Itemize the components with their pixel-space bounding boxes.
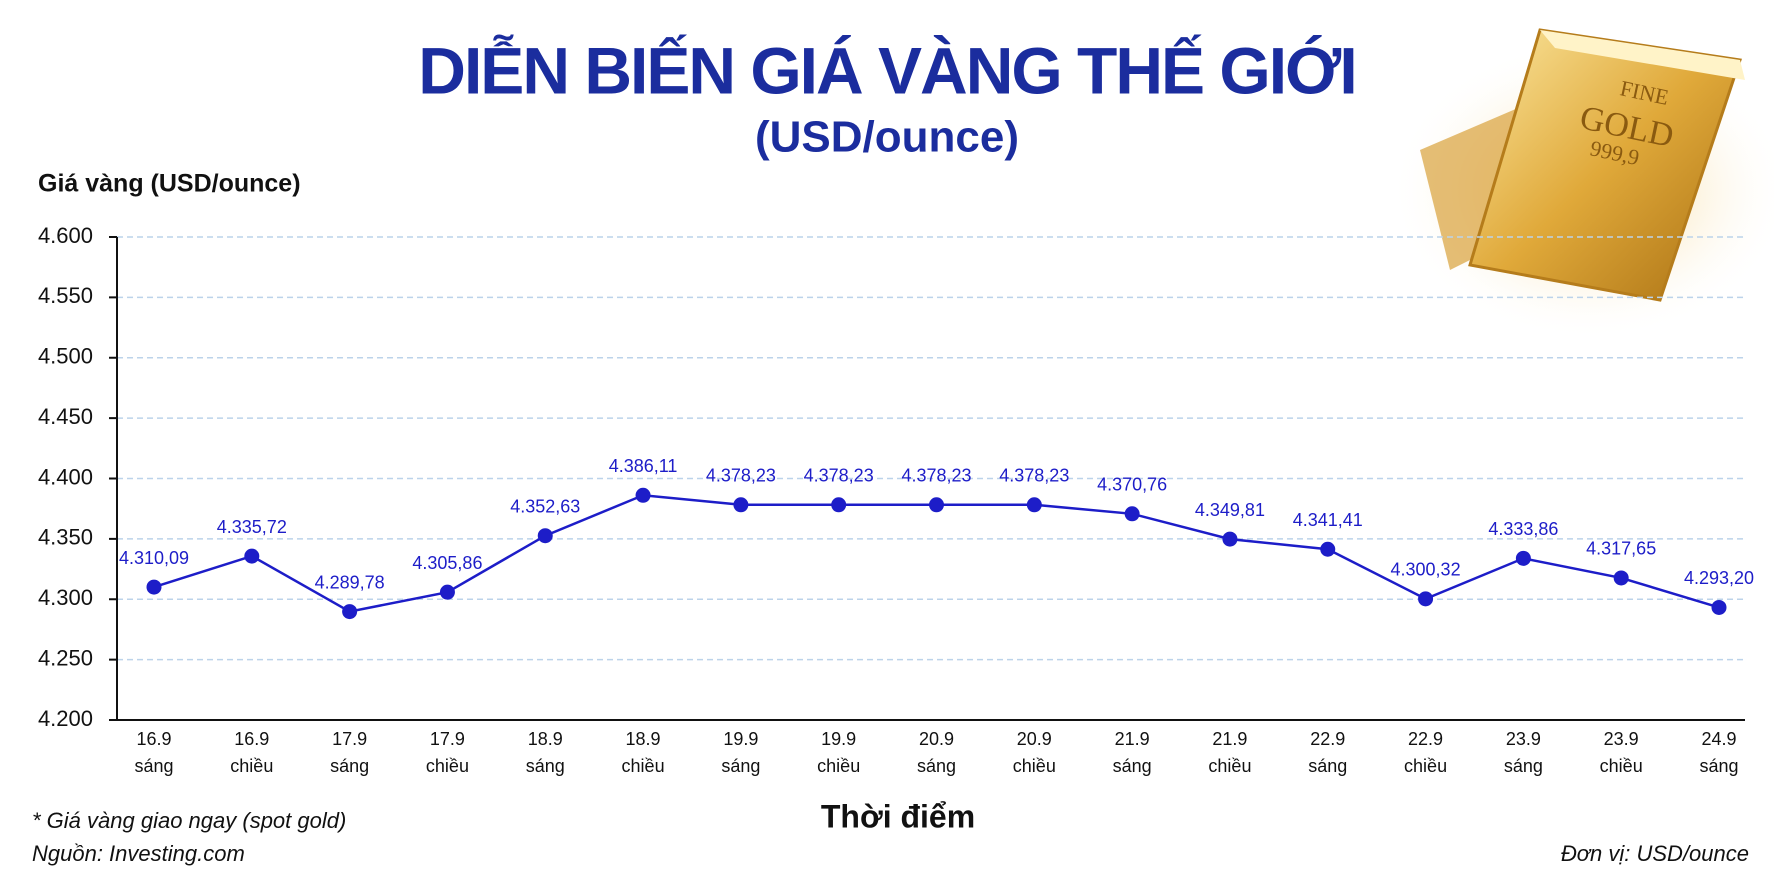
x-tick-label: chiều [622, 756, 665, 776]
value-label: 4.378,23 [901, 466, 971, 486]
y-tick-label: 4.200 [38, 706, 93, 731]
point [1711, 599, 1727, 615]
x-tick-label: 23.9 [1604, 729, 1639, 749]
y-tick-label: 4.600 [38, 223, 93, 248]
value-label: 4.305,86 [412, 553, 482, 573]
value-label: 4.317,65 [1586, 539, 1656, 559]
value-label: 4.289,78 [315, 572, 385, 592]
line [153, 493, 1720, 613]
x-tick-label: chiều [817, 756, 860, 776]
x-tick-label: 17.9 [430, 729, 465, 749]
value-label: 4.300,32 [1391, 560, 1461, 580]
x-tick-label: 20.9 [1017, 729, 1052, 749]
x-tick-label: 16.9 [234, 729, 269, 749]
point [342, 604, 358, 620]
x-tick-label: sáng [1699, 756, 1738, 776]
value-label: 4.341,41 [1293, 510, 1363, 530]
x-tick-label: sáng [330, 756, 369, 776]
value-label: 4.310,09 [119, 548, 189, 568]
x-tick-label: sáng [1308, 756, 1347, 776]
x-tick-label: chiều [1013, 756, 1056, 776]
point [929, 497, 944, 513]
x-tick-label: chiều [230, 756, 273, 776]
point [1613, 570, 1629, 586]
point [1026, 497, 1042, 513]
point [1124, 506, 1140, 522]
value-label: 4.378,23 [804, 466, 874, 486]
value-label: 4.386,11 [609, 456, 678, 476]
value-label: 4.335,72 [217, 517, 287, 537]
point [537, 528, 553, 544]
point [1320, 541, 1336, 557]
x-tick-label: 18.9 [626, 729, 661, 749]
point [733, 497, 749, 513]
x-tick-label: chiều [1404, 756, 1447, 776]
x-tick-label: 22.9 [1310, 729, 1345, 749]
x-tick-label: 19.9 [821, 729, 856, 749]
footnote: * Giá vàng giao ngay (spot gold) [32, 808, 346, 833]
x-tick-label: 18.9 [528, 729, 563, 749]
x-tick-label: 21.9 [1212, 729, 1247, 749]
value-label: 4.333,86 [1488, 519, 1558, 539]
x-tick-label: sáng [1113, 756, 1152, 776]
x-tick-label: 20.9 [919, 729, 954, 749]
value-label: 4.352,63 [510, 496, 580, 516]
value-label: 4.378,23 [999, 466, 1069, 486]
point [146, 579, 162, 595]
x-axis-title: Thời điểm [821, 798, 975, 834]
chart-subtitle: (USD/ounce) [755, 113, 1019, 162]
point [439, 584, 455, 600]
x-tick-label: 16.9 [136, 729, 171, 749]
y-tick-label: 4.300 [38, 585, 93, 610]
x-tick-label: sáng [134, 756, 173, 776]
point [831, 497, 847, 513]
x-tick-label: sáng [526, 756, 565, 776]
x-tick-label: sáng [721, 756, 760, 776]
x-tick-label: chiều [1600, 756, 1643, 776]
y-tick-label: 4.550 [38, 283, 93, 308]
y-tick-label: 4.250 [38, 645, 93, 670]
y-tick-label: 4.450 [38, 404, 93, 429]
source: Nguồn: Investing.com [32, 841, 245, 866]
x-tick-label: 22.9 [1408, 729, 1443, 749]
y-tick-label: 4.500 [38, 344, 93, 369]
chart-title: DIỄN BIẾN GIÁ VÀNG THẾ GIỚI [418, 33, 1355, 107]
y-tick-label: 4.400 [38, 464, 93, 489]
value-label: 4.349,81 [1195, 500, 1265, 520]
gold-bar-illustration: FINE GOLD 999,9 [1390, 28, 1774, 340]
point [1222, 531, 1238, 547]
x-tick-label: sáng [917, 756, 956, 776]
point [1418, 591, 1434, 607]
value-label: 4.370,76 [1097, 475, 1167, 495]
point [635, 487, 651, 503]
x-tick-label: chiều [1208, 756, 1251, 776]
x-tick-label: 23.9 [1506, 729, 1541, 749]
value-label: 4.378,23 [706, 466, 776, 486]
x-tick-label: 24.9 [1701, 729, 1736, 749]
x-tick-label: 19.9 [723, 729, 758, 749]
y-tick-label: 4.350 [38, 525, 93, 550]
x-tick-label: sáng [1504, 756, 1543, 776]
x-tick-label: 21.9 [1115, 729, 1150, 749]
point [244, 548, 260, 564]
y-axis-title: Giá vàng (USD/ounce) [38, 170, 301, 198]
x-tick-label: 17.9 [332, 729, 367, 749]
unit-note: Đơn vị: USD/ounce [1561, 841, 1749, 866]
point [1515, 550, 1531, 566]
value-label: 4.293,20 [1684, 568, 1754, 588]
x-tick-label: chiều [426, 756, 469, 776]
